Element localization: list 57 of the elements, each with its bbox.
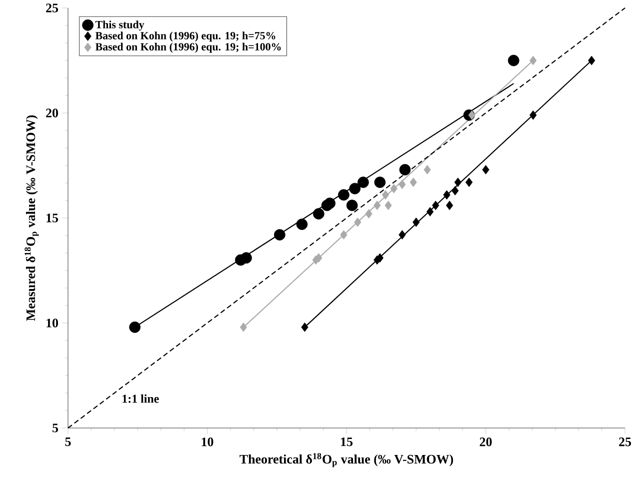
- point: [452, 186, 459, 196]
- point: [365, 209, 372, 218]
- point: [301, 322, 308, 332]
- x-tick-label: 20: [480, 438, 492, 446]
- point: [508, 54, 520, 66]
- point: [324, 198, 336, 209]
- point: [446, 200, 454, 210]
- point: [358, 176, 369, 188]
- point: [338, 189, 350, 201]
- point: [588, 56, 596, 66]
- legend-label: Based on Kohn (1996) equ. 19; h=75%: [95, 32, 276, 42]
- point: [443, 190, 450, 200]
- point: [426, 207, 434, 216]
- point: [349, 182, 361, 194]
- point: [530, 110, 537, 120]
- point: [340, 230, 348, 240]
- point: [240, 322, 248, 332]
- point: [432, 200, 440, 210]
- point: [468, 110, 476, 120]
- x-axis-title: Theoretical δ$^{18}$O$_{p}$ value (‰ V-SMOW): [240, 453, 454, 468]
- point: [376, 253, 384, 263]
- point: [398, 180, 406, 190]
- point: [312, 208, 324, 220]
- point: [530, 56, 537, 66]
- y-axis-title: Measured δ$^{18}$O$_{p}$ value (‰ V-SMOW): [24, 115, 39, 321]
- point: [374, 200, 381, 210]
- point: [410, 178, 417, 187]
- legend-label: Based on Kohn (1996) equ. 19; h=100%: [95, 42, 281, 53]
- x-tick-label: 15: [341, 438, 353, 446]
- y-tick-label: 15: [46, 214, 58, 222]
- point: [465, 178, 473, 187]
- x-tick-label: 5: [65, 437, 71, 446]
- point: [454, 178, 462, 187]
- point: [398, 230, 406, 240]
- point: [296, 218, 308, 230]
- annotation: 1:1 line: [122, 394, 159, 403]
- point: [412, 218, 420, 227]
- point: [315, 253, 322, 263]
- point: [354, 218, 362, 227]
- x-tick-label: 25: [619, 437, 632, 446]
- point: [240, 252, 252, 264]
- y-tick-label: 5: [52, 424, 58, 432]
- point: [274, 229, 286, 240]
- point: [382, 190, 390, 200]
- legend-label: This study: [95, 20, 144, 31]
- x-tick-label: 10: [202, 438, 214, 446]
- y-tick-label: 25: [46, 4, 58, 12]
- point: [374, 176, 386, 188]
- y-tick-label: 20: [46, 108, 58, 118]
- point: [129, 322, 141, 333]
- y-tick-label: 10: [46, 318, 58, 328]
- point: [399, 164, 411, 176]
- point: [390, 184, 398, 194]
- point: [346, 200, 358, 212]
- point: [424, 165, 431, 174]
- point: [384, 200, 392, 210]
- point: [482, 165, 490, 174]
